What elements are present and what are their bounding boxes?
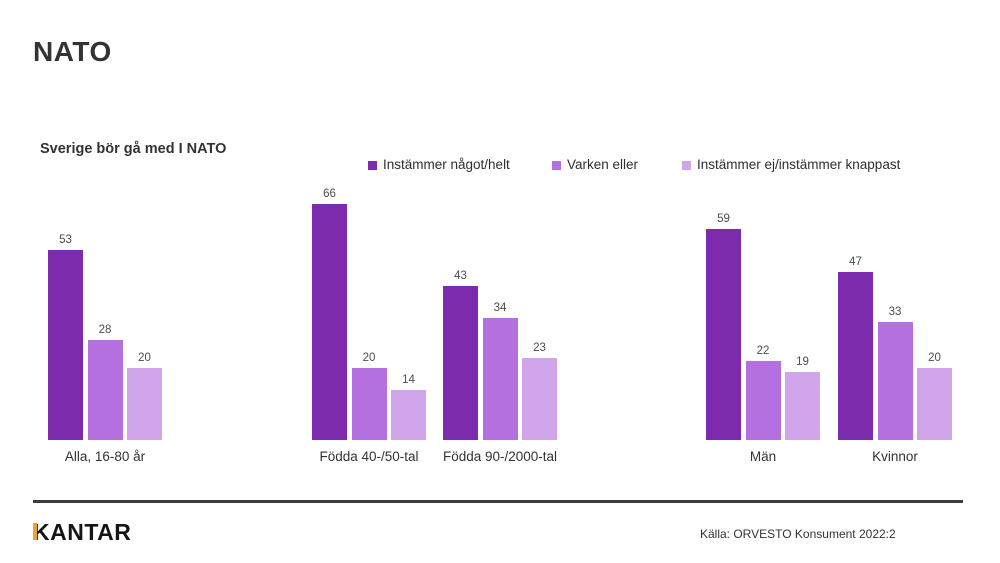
legend-item: Varken eller — [552, 157, 638, 172]
page-title: NATO — [33, 36, 112, 67]
legend-label: Instämmer ej/instämmer knappast — [697, 157, 901, 172]
bar-column: 19 — [785, 355, 820, 440]
bar — [127, 368, 162, 440]
bar-column: 66 — [312, 187, 347, 440]
bar-value-label: 34 — [493, 301, 507, 314]
bar-value-label: 59 — [717, 212, 730, 225]
legend-label: Instämmer något/helt — [383, 157, 510, 172]
bar-value-label: 20 — [138, 351, 151, 364]
bar-column: 43 — [443, 269, 478, 440]
bar — [785, 372, 820, 440]
bar-column: 20 — [351, 351, 387, 440]
bar-value-label: 23 — [533, 341, 546, 354]
category-label: Män — [749, 449, 777, 464]
category-label: Födda 40-/50-tal — [319, 449, 419, 464]
kantar-logo: KANTAR — [33, 521, 131, 544]
bar — [443, 286, 478, 440]
bar — [522, 358, 557, 440]
bar-column: 22 — [745, 344, 781, 440]
bar-column: 33 — [877, 305, 913, 440]
bar — [87, 340, 123, 440]
bar-value-label: 43 — [454, 269, 467, 282]
bar — [745, 361, 781, 440]
bar-value-label: 22 — [756, 344, 770, 357]
kantar-logo-accent — [33, 523, 37, 540]
bar-value-label: 47 — [849, 255, 862, 268]
bar — [917, 368, 952, 440]
bar-value-label: 66 — [323, 187, 336, 200]
bar-column: 53 — [48, 233, 83, 440]
bar-column: 23 — [522, 341, 557, 440]
bar-value-label: 19 — [796, 355, 809, 368]
bar-group: 47 33 20 — [838, 255, 952, 440]
kantar-logo-text: KANTAR — [33, 519, 132, 545]
bar-column: 28 — [87, 323, 123, 440]
category-label: Alla, 16-80 år — [64, 449, 146, 464]
bar — [48, 250, 83, 440]
bar-column: 59 — [706, 212, 741, 440]
legend-swatch — [552, 160, 561, 170]
bar-column: 20 — [917, 351, 952, 440]
legend-swatch — [368, 160, 377, 170]
bar-group: 59 22 19 — [706, 212, 820, 440]
bar-column: 34 — [482, 301, 518, 440]
bar — [391, 390, 426, 440]
bar-value-label: 20 — [928, 351, 941, 364]
category-label: Födda 90-/2000-tal — [442, 449, 558, 464]
footer-divider — [33, 500, 963, 503]
bar — [312, 204, 347, 440]
bar-value-label: 53 — [59, 233, 72, 246]
bar-value-label: 33 — [888, 305, 902, 318]
bar — [838, 272, 873, 440]
bar — [482, 318, 518, 440]
bar-column: 20 — [127, 351, 162, 440]
bar-group: 43 34 23 — [443, 269, 557, 440]
source-text: Källa: ORVESTO Konsument 2022:2 — [700, 527, 896, 541]
bar — [351, 368, 387, 440]
bar-value-label: 14 — [402, 373, 415, 386]
bar-group: 53 28 20 — [48, 233, 162, 440]
bar-value-label: 20 — [362, 351, 376, 364]
bar-column: 47 — [838, 255, 873, 440]
bar-value-label: 28 — [98, 323, 112, 336]
bar — [706, 229, 741, 440]
chart-title: Sverige bör gå med I NATO — [40, 141, 227, 157]
bar-column: 14 — [391, 373, 426, 440]
legend-item: Instämmer ej/instämmer knappast — [682, 157, 900, 172]
bar-group: 66 20 14 — [312, 187, 426, 440]
legend-item: Instämmer något/helt — [368, 157, 510, 172]
legend-label: Varken eller — [567, 157, 639, 172]
bar — [877, 322, 913, 440]
legend-swatch — [682, 160, 691, 170]
category-label: Kvinnor — [872, 449, 918, 464]
